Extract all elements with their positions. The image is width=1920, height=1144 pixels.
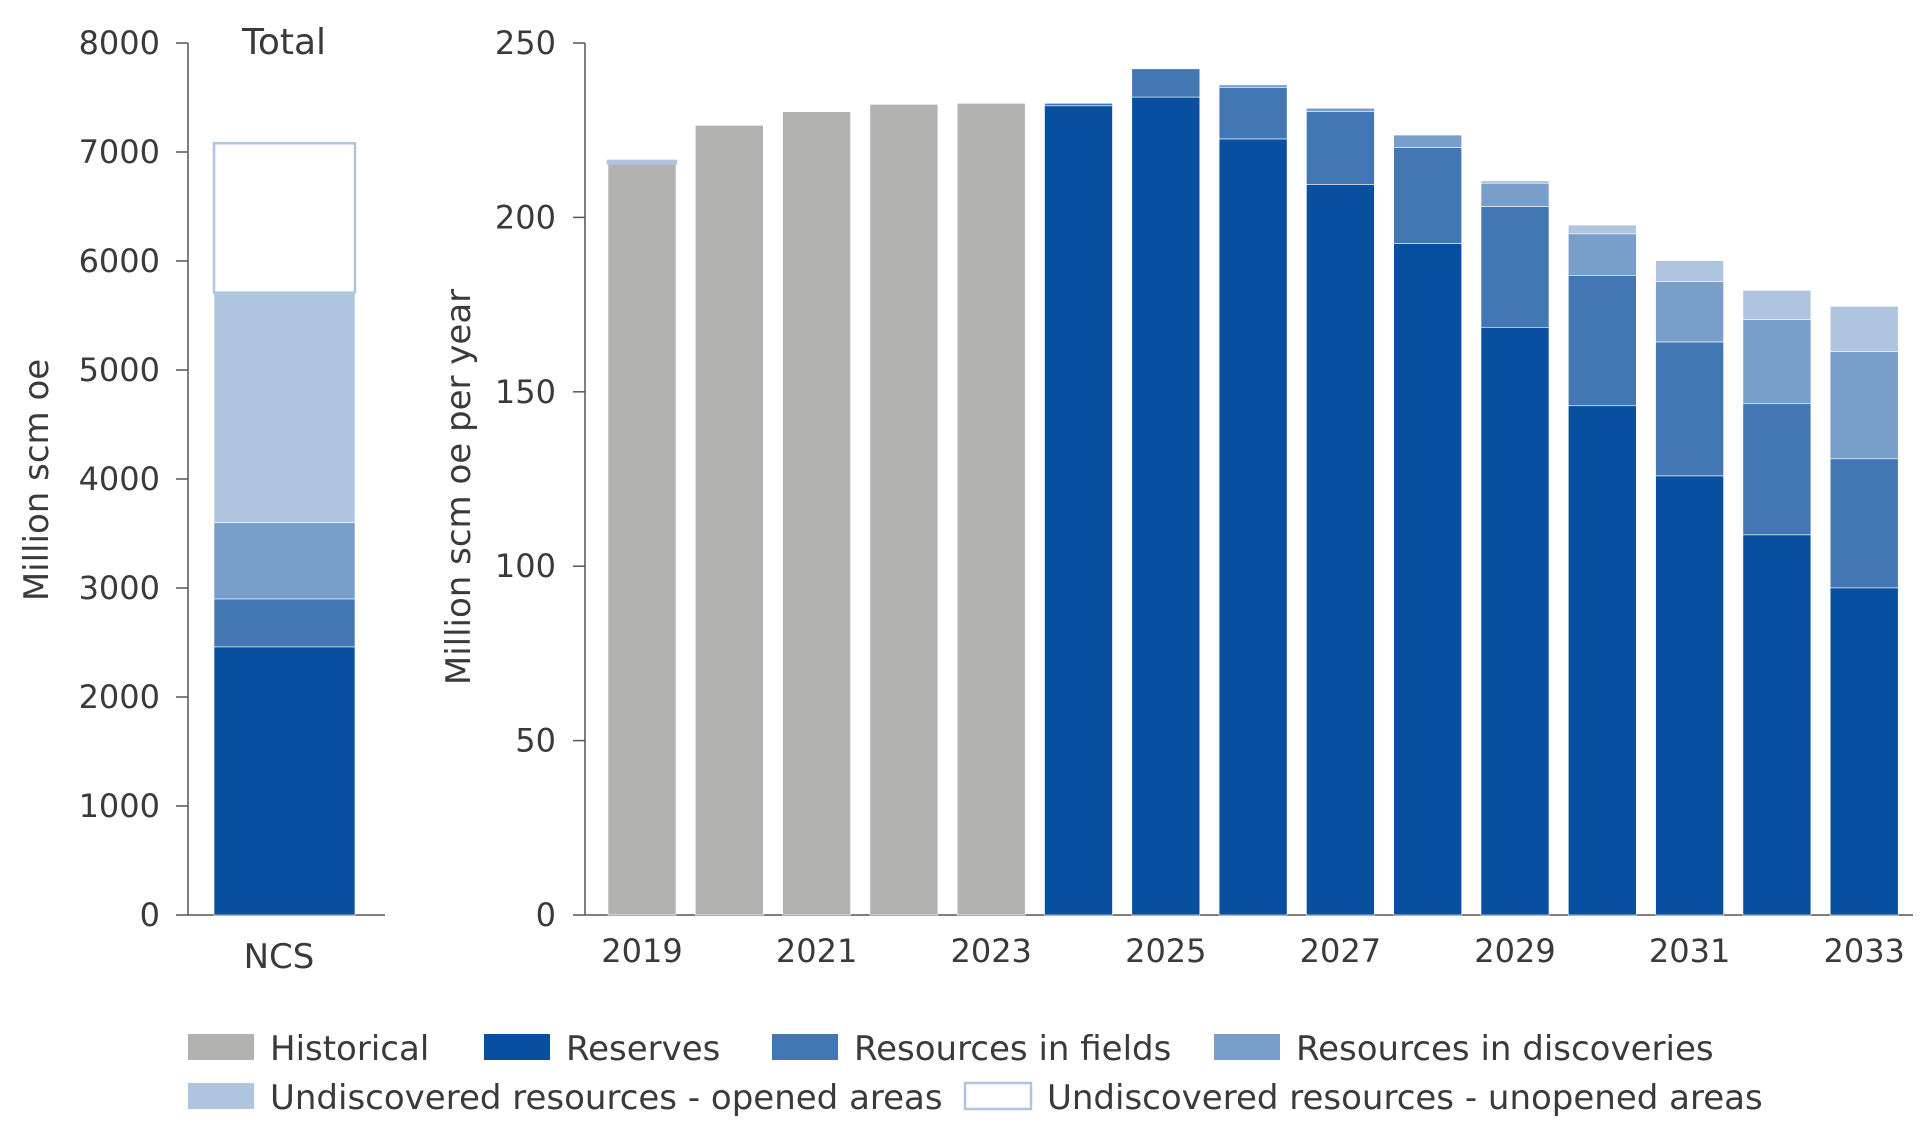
bar-segment-reserves: [1655, 475, 1724, 916]
right-y-axis-label: Million scm oe per year: [439, 289, 479, 685]
bar-segment-undisc_open: [213, 292, 356, 523]
legend: Historical Reserves Resources in fields Res…: [188, 1029, 1763, 1118]
bar-segment-reserves: [213, 646, 356, 916]
left-chart-title: Total: [241, 22, 326, 63]
y-tick-label: 1000: [79, 787, 160, 825]
bar-segment-reserves: [1829, 587, 1899, 916]
bar-segment-fields: [1044, 103, 1113, 107]
bar-segment-undisc_open: [1480, 180, 1550, 184]
bar-segment-undisc_open: [1655, 260, 1724, 282]
legend-label-fields: Resources in fields: [854, 1029, 1171, 1069]
y-tick-label: 7000: [79, 133, 160, 171]
bar-segment-fields: [213, 598, 356, 648]
bar-segment-undisc_open: [1568, 224, 1637, 235]
left-y-axis-label: Million scm oe: [17, 359, 57, 601]
y-tick-label: 100: [495, 547, 556, 585]
y-tick-label: 3000: [79, 569, 160, 607]
x-tick-label: 2025: [1125, 932, 1206, 970]
x-tick-label: 2023: [950, 932, 1031, 970]
bar-segment-historical: [869, 104, 939, 916]
bar-segment-fields: [1742, 403, 1812, 536]
legend-swatch-historical: [188, 1034, 254, 1060]
bar-segment-fields: [1829, 458, 1899, 589]
legend-label-reserves: Reserves: [566, 1029, 720, 1069]
bar-segment-discoveries: [1393, 134, 1462, 148]
bar-segment-discoveries: [1742, 319, 1812, 404]
bar-segment-discoveries: [213, 522, 356, 600]
y-tick-label: 2000: [79, 678, 160, 716]
bar-segment-fields: [1393, 147, 1462, 244]
bar-segment-historical: [782, 111, 851, 916]
y-tick-label: 250: [495, 24, 556, 62]
x-tick-label: 2019: [601, 932, 682, 970]
y-tick-label: 8000: [79, 24, 160, 62]
bar-segment-discoveries: [1218, 84, 1288, 88]
legend-swatch-fields: [772, 1034, 838, 1060]
annual-chart: Million scm oe per year 0 50 100 150 200 250 2…: [439, 24, 1913, 970]
bar-segment-reserves: [1218, 138, 1288, 916]
bar-segment-undisc_unopened: [212, 142, 357, 294]
x-tick-label: 2027: [1300, 932, 1381, 970]
x-tick-label: 2021: [776, 932, 857, 970]
bar-segment-historical: [694, 125, 764, 916]
bar-segment-fields: [1218, 86, 1288, 140]
x-tick-label: 2031: [1649, 932, 1730, 970]
x-tick-label: 2029: [1474, 932, 1555, 970]
bar-segment-discoveries: [1306, 107, 1375, 113]
bar-segment-fields: [1306, 111, 1375, 185]
legend-swatch-undisc_open: [188, 1083, 254, 1109]
y-tick-label: 4000: [79, 460, 160, 498]
bar-segment-reserves: [1480, 326, 1550, 916]
y-tick-label: 0: [140, 896, 160, 934]
left-x-tick-label: NCS: [244, 937, 315, 977]
bar-segment-fields: [1655, 341, 1724, 477]
y-tick-label: 0: [536, 896, 556, 934]
legend-label-discoveries: Resources in discoveries: [1296, 1029, 1714, 1069]
bar-segment-reserves: [1568, 405, 1637, 916]
bar-segment-historical: [607, 163, 677, 916]
bar-segment-discoveries: [1568, 233, 1637, 276]
bar-segment-undisc_open: [1742, 289, 1812, 320]
bar-segment-fields: [1131, 68, 1201, 98]
bar-segment-reserves: [1044, 105, 1113, 916]
legend-swatch-undisc_unopened: [963, 1081, 1033, 1111]
legend-label-undisc_open: Undiscovered resources - opened areas: [270, 1078, 943, 1118]
bar-segment-fields: [1480, 206, 1550, 328]
y-tick-label: 150: [495, 373, 556, 411]
y-tick-label: 50: [515, 722, 556, 760]
bar-segment-reserves: [1131, 96, 1201, 916]
y-tick-label: 200: [495, 198, 556, 236]
bar-segment-discoveries: [1655, 281, 1724, 343]
bar-segment-reserves: [1306, 184, 1375, 916]
bar-segment-undisc_open: [1829, 306, 1899, 352]
bar-segment-fields: [1568, 275, 1637, 407]
bar-segment-discoveries: [1829, 351, 1899, 460]
legend-swatch-discoveries: [1214, 1034, 1280, 1060]
bar-segment-discoveries: [1480, 182, 1550, 207]
legend-label-historical: Historical: [270, 1029, 429, 1069]
legend-label-undisc_unopened: Undiscovered resources - unopened areas: [1047, 1078, 1763, 1118]
bar-segment-undisc_unopened: [606, 159, 678, 165]
bar-segment-historical: [956, 103, 1026, 916]
bar-segment-reserves: [1393, 243, 1462, 916]
bar-segment-reserves: [1742, 534, 1812, 916]
x-tick-label: 2033: [1823, 932, 1904, 970]
y-tick-label: 5000: [79, 351, 160, 389]
total-chart: Total Million scm oe NCS 0 1000 2000 3000 40…: [17, 22, 385, 977]
legend-swatch-reserves: [484, 1034, 550, 1060]
y-tick-label: 6000: [79, 242, 160, 280]
